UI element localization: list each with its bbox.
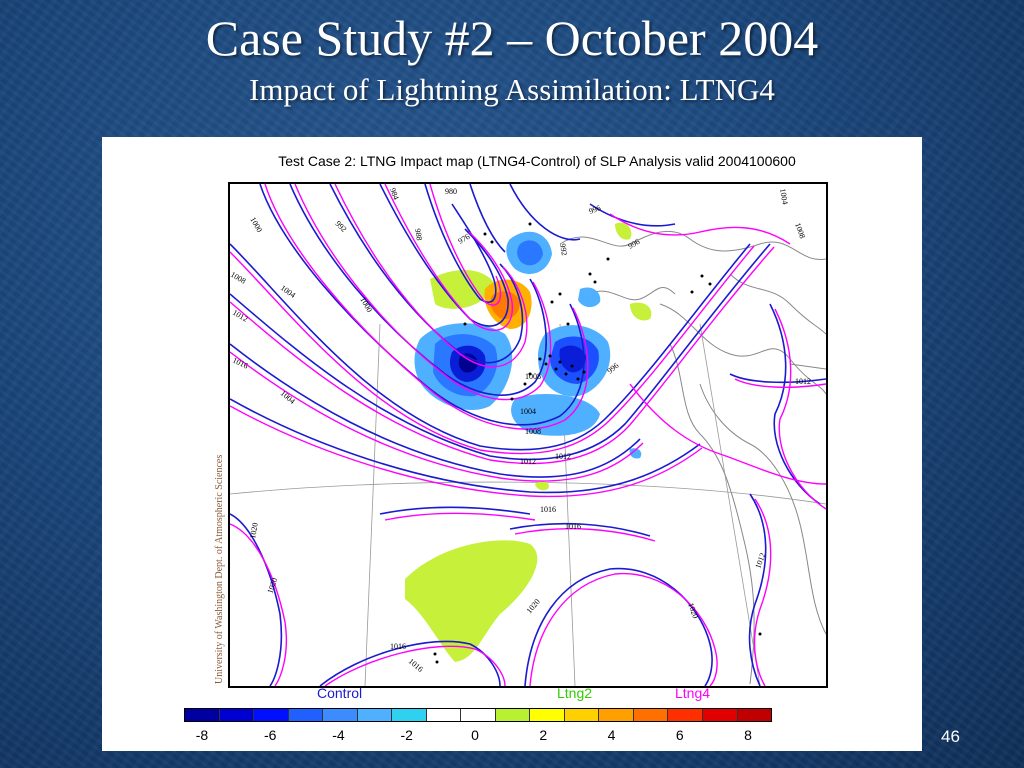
colorbar-segment <box>633 709 669 721</box>
isobar-label: 1012 <box>795 377 811 386</box>
isobar-label: 984 <box>388 187 401 201</box>
isobar-label: 1008 <box>525 372 541 381</box>
colorbar-segment <box>392 709 427 721</box>
legend-ltng2: Ltng2 <box>557 685 593 701</box>
colorbar-segment <box>599 709 634 721</box>
isobar-label: 992 <box>558 243 569 256</box>
green-anomaly-north <box>430 269 495 309</box>
colorbar-segment <box>702 709 738 721</box>
colorbar-tick-label: -4 <box>332 727 345 743</box>
colorbar-segment <box>461 709 496 721</box>
colorbar-segment <box>357 709 393 721</box>
colorbar-segment <box>530 709 565 721</box>
isobar-label: 1012 <box>231 308 249 324</box>
map-svg: 1000 992 984 980 988 976 992 996 1008 10… <box>230 184 826 686</box>
colorbar-tick-label: -8 <box>195 727 209 743</box>
green-anomaly-south <box>405 540 538 662</box>
colorbar-segment <box>323 709 358 721</box>
colorbar-tick-label: 6 <box>675 727 684 743</box>
colorbar-tick-label: 8 <box>744 727 752 743</box>
colorbar <box>184 708 772 722</box>
colorbar-segment <box>219 709 255 721</box>
isobar-label: 1004 <box>279 389 297 406</box>
colorbar-segment <box>668 709 703 721</box>
isobar-label: 1004 <box>279 283 297 300</box>
ltng4-isobars <box>230 184 826 686</box>
isobar-label: 1016 <box>407 657 425 674</box>
isobar-label: 1004 <box>778 188 790 205</box>
lightning-strikes <box>433 222 762 664</box>
isobar-label: 1004 <box>520 407 536 416</box>
isobar-label: 1016 <box>390 642 406 651</box>
isobar-label: 1016 <box>540 505 556 514</box>
isobar-label: 1012 <box>555 452 571 461</box>
isobar-label: 1008 <box>230 270 247 286</box>
colorbar-segment <box>564 709 600 721</box>
coastlines <box>559 230 826 685</box>
colorbar-segment <box>737 709 772 721</box>
isobar-label: 1016 <box>565 522 581 531</box>
colorbar-tick-label: 2 <box>539 727 548 743</box>
page-number: 46 <box>941 727 960 746</box>
slide-subtitle: Impact of Lightning Assimilation: LTNG4 <box>249 72 775 107</box>
isobar-label: 1020 <box>686 602 700 620</box>
isobar-label: 1020 <box>248 522 260 539</box>
isobar-label: 1016 <box>231 356 249 371</box>
colorbar-segment <box>426 709 462 721</box>
isobar-label: 996 <box>588 203 602 216</box>
isobar-label: 1000 <box>248 216 264 234</box>
isobar-label: 988 <box>413 228 424 241</box>
colorbar-tick-label: -2 <box>400 727 413 743</box>
isobar-label: 1008 <box>525 427 541 436</box>
colorbar-segment <box>495 709 531 721</box>
isobar-label: 1012 <box>520 457 536 466</box>
figure-panel: Test Case 2: LTNG Impact map (LTNG4-Cont… <box>102 137 922 751</box>
isobar-label: 1020 <box>525 597 542 615</box>
colorbar-segment <box>254 709 289 721</box>
colorbar-segment <box>288 709 324 721</box>
colorbar-segment <box>185 709 220 721</box>
impact-shading <box>405 222 652 662</box>
legend-control: Control <box>317 685 363 701</box>
isobar-label: 1008 <box>793 222 807 240</box>
control-isobars <box>230 184 826 686</box>
credit-text: University of Washington Dept. of Atmosp… <box>214 454 225 684</box>
colorbar-tick-label: -6 <box>264 727 277 743</box>
isobar-label: 992 <box>334 219 349 234</box>
isobar-label: 980 <box>445 187 457 196</box>
slp-impact-map: 1000 992 984 980 988 976 992 996 1008 10… <box>228 182 828 688</box>
colorbar-tick-label: 0 <box>471 727 479 743</box>
map-title: Test Case 2: LTNG Impact map (LTNG4-Cont… <box>278 153 796 169</box>
colorbar-tick-label: 4 <box>607 727 616 743</box>
isobar-label: 1000 <box>358 296 374 314</box>
slide-title: Case Study #2 – October 2004 <box>205 10 819 66</box>
legend-ltng4: Ltng4 <box>675 685 711 701</box>
